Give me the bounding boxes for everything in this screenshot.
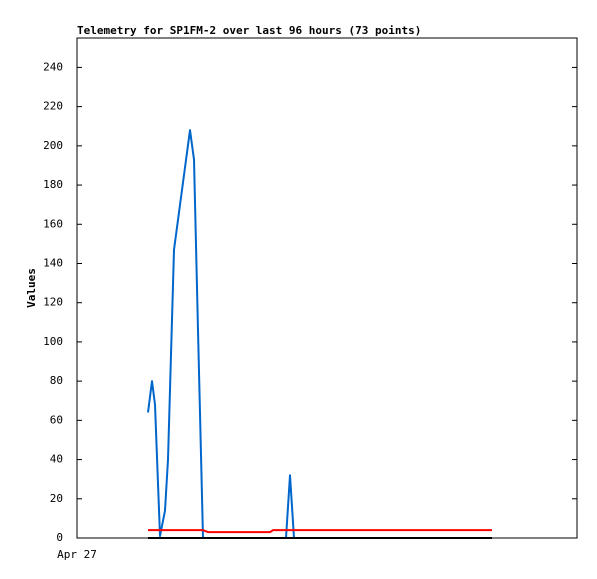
y-tick-label: 40 bbox=[50, 453, 63, 466]
y-tick-label: 220 bbox=[43, 100, 63, 113]
y-tick-label: 120 bbox=[43, 296, 63, 309]
y-tick-label: 240 bbox=[43, 60, 63, 73]
y-tick-label: 160 bbox=[43, 217, 63, 230]
series-line bbox=[147, 129, 492, 539]
y-tick-label: 140 bbox=[43, 256, 63, 269]
y-tick-label: 60 bbox=[50, 413, 63, 426]
chart-title: Telemetry for SP1FM-2 over last 96 hours… bbox=[77, 24, 421, 37]
y-tick-label: 200 bbox=[43, 139, 63, 152]
y-axis-label: Values bbox=[25, 268, 38, 308]
x-tick-label: Apr 27 bbox=[57, 548, 97, 561]
y-tick-label: 100 bbox=[43, 335, 63, 348]
y-tick-label: 80 bbox=[50, 374, 63, 387]
y-tick-label: 180 bbox=[43, 178, 63, 191]
y-tick-label: 20 bbox=[50, 492, 63, 505]
series-line bbox=[148, 529, 492, 534]
y-tick-label: 0 bbox=[56, 531, 63, 544]
